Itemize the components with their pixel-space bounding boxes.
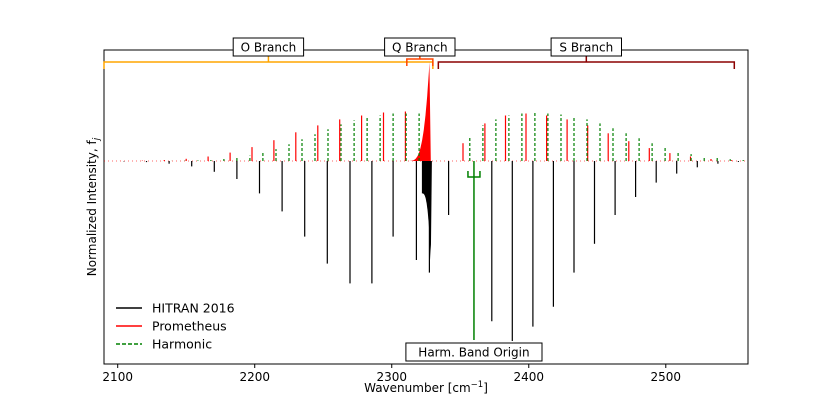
o-branch-label: O Branch [241, 41, 297, 55]
x-tick-label-2200: 2200 [239, 370, 270, 384]
o-branch-bracket [103, 61, 434, 69]
s-branch-label: S Branch [559, 41, 613, 55]
legend-label-prometheus: Prometheus [152, 319, 227, 334]
band-origin-bracket [467, 171, 481, 178]
x-axis: 2100 2200 2300 2400 2500 [102, 364, 681, 384]
branch-annotations: O Branch Q Branch S Branch Harm. Band Origi… [103, 37, 736, 362]
band-origin-box [405, 342, 543, 362]
spectral-lines [104, 62, 748, 341]
s-branch-box [550, 37, 622, 57]
q-branch-prometheus [406, 62, 431, 161]
band-origin-label: Harm. Band Origin [418, 346, 529, 360]
s-branch-bracket [437, 61, 736, 69]
x-tick-label-2300: 2300 [376, 370, 407, 384]
y-axis-label: Normalized Intensity, fj [85, 137, 102, 276]
q-branch-hitran [421, 161, 432, 260]
x-axis-label: Wavenumber [cm−1] [364, 380, 488, 395]
plot-frame [103, 49, 749, 365]
x-tick-label-2400: 2400 [513, 370, 544, 384]
q-branch-box [384, 37, 456, 57]
o-branch-box [232, 37, 305, 57]
q-branch-label: Q Branch [392, 41, 448, 55]
x-tick-label-2100: 2100 [102, 370, 133, 384]
legend-label-hitran: HITRAN 2016 [152, 301, 235, 316]
legend: HITRAN 2016 Prometheus Harmonic [116, 301, 235, 352]
legend-label-harmonic: Harmonic [152, 337, 212, 352]
x-tick-label-2500: 2500 [651, 370, 682, 384]
